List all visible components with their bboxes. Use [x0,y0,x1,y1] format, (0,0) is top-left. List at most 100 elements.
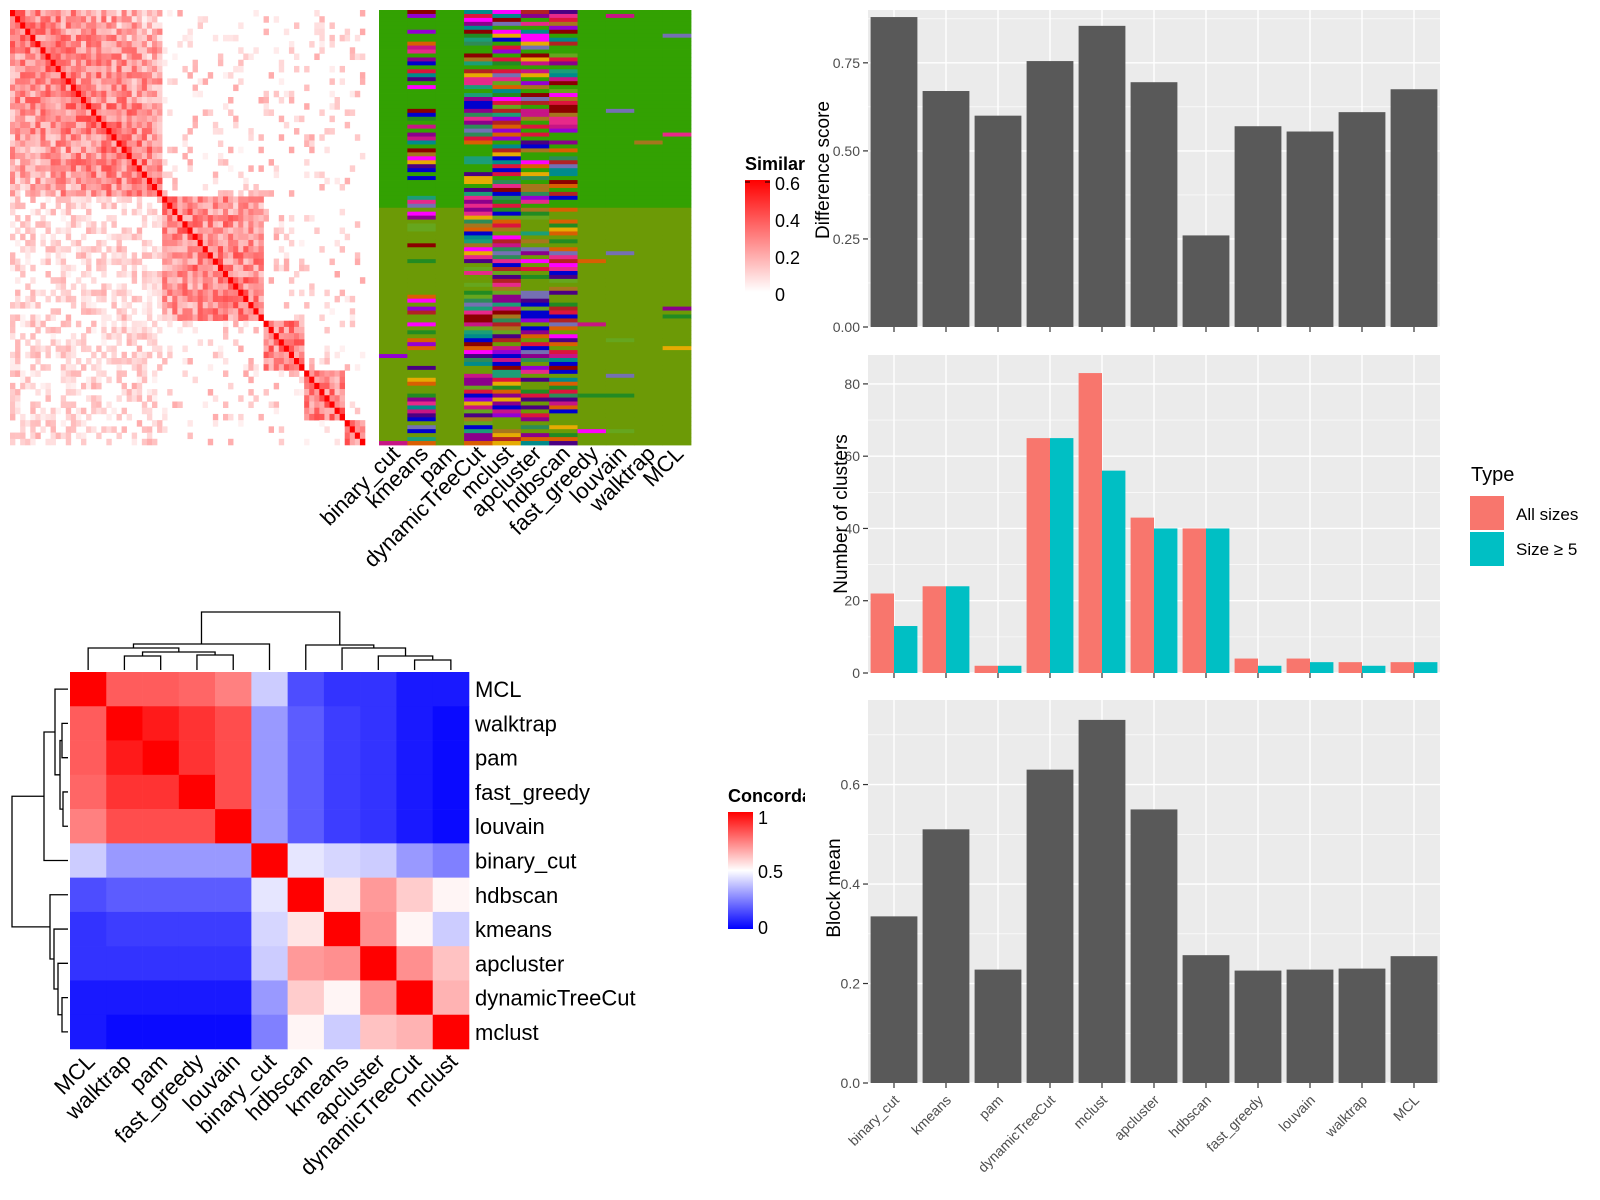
concordance-cell [142,1014,180,1050]
similarity-cell [111,72,117,79]
similarity-cell [207,295,214,303]
similarity-cell [116,165,122,172]
membership-cell [662,294,692,300]
membership-cell [520,271,550,276]
bar [1078,719,1126,1083]
membership-cell [634,128,664,133]
membership-cell [549,437,578,442]
similarity-cell [273,264,280,272]
membership-cell [662,128,692,133]
membership-cell [549,164,578,169]
similarity-cell [96,358,102,365]
similarity-cell [81,438,87,446]
similarity-cell [146,407,153,415]
similarity-cell [81,84,87,92]
membership-cell [662,207,692,213]
membership-cell [435,120,465,126]
similarity-cell [146,28,153,36]
similarity-cell [55,97,62,104]
concordance-cell [215,740,252,776]
similarity-cell [309,134,315,141]
membership-cell [662,100,692,106]
membership-cell [492,294,522,300]
membership-cell [435,389,465,394]
similarity-cell [192,59,198,67]
membership-cell [520,164,550,169]
membership-cell [577,49,607,54]
similarity-cell [238,59,244,67]
similarity-cell [96,171,102,179]
membership-cell [662,172,692,177]
membership-cell [407,69,437,74]
similarity-cell [278,333,285,340]
similarity-cell [35,97,41,104]
similarity-cell [339,389,346,396]
membership-cell [577,377,607,383]
similarity-cell [15,28,21,36]
similarity-cell [111,165,117,172]
similarity-cell [329,395,335,402]
y-tick-label: 60 [844,448,860,464]
membership-cell [492,108,522,114]
membership-cell [435,33,465,39]
concordance-cell [215,809,252,844]
membership-cell [379,271,408,276]
membership-cell [605,89,635,94]
similarity-cell [141,152,148,160]
similarity-cell [126,146,133,154]
membership-cell [435,377,465,383]
membership-cell [492,57,522,62]
membership-cell [464,393,493,398]
similarity-cell [116,413,122,421]
similarity-cell [288,41,295,48]
similarity-cell [309,364,315,371]
membership-cell [379,350,408,355]
similarity-cell [65,233,72,241]
similarity-cell [217,128,224,135]
membership-cell [605,267,635,272]
membership-cell [492,180,522,185]
similarity-cell [238,277,244,284]
similarity-cell [354,407,361,415]
membership-cell [464,25,493,31]
membership-cell [577,393,607,398]
similarity-cell [50,432,56,440]
similarity-cell [157,140,163,148]
similarity-cell [253,246,259,253]
dendrogram-branch [61,996,68,1033]
similarity-cell [30,289,36,297]
similarity-cell [25,283,31,290]
similarity-cell [217,227,224,235]
membership-cell [407,409,437,414]
similarity-cell [329,382,335,390]
membership-cell [577,239,607,244]
membership-cell [634,314,664,319]
membership-cell [577,298,607,304]
similarity-cell [96,59,102,67]
membership-cell [379,239,408,244]
dendrogram-branch [87,647,180,670]
similarity-cell [81,47,87,54]
similarity-cell [81,432,87,440]
concordance-cell [287,843,325,878]
similarity-cell [238,78,244,85]
similarity-cell [15,78,21,85]
similarity-cell [167,246,173,253]
similarity-cell [40,152,46,160]
similarity-cell [10,252,16,259]
similarity-cell [121,389,127,396]
similarity-cell [273,165,280,172]
similarity-cell [116,326,122,334]
similarity-cell [91,41,97,48]
membership-cell [464,187,493,193]
similarity-cell [228,34,234,42]
membership-cell [634,21,664,27]
similarity-cell [106,258,112,266]
similarity-cell [116,152,122,160]
similarity-cell [45,97,51,104]
similarity-cell [141,34,148,42]
similarity-cell [152,109,158,116]
similarity-cell [70,184,77,191]
membership-cell [577,97,607,102]
similarity-cell [248,271,254,278]
